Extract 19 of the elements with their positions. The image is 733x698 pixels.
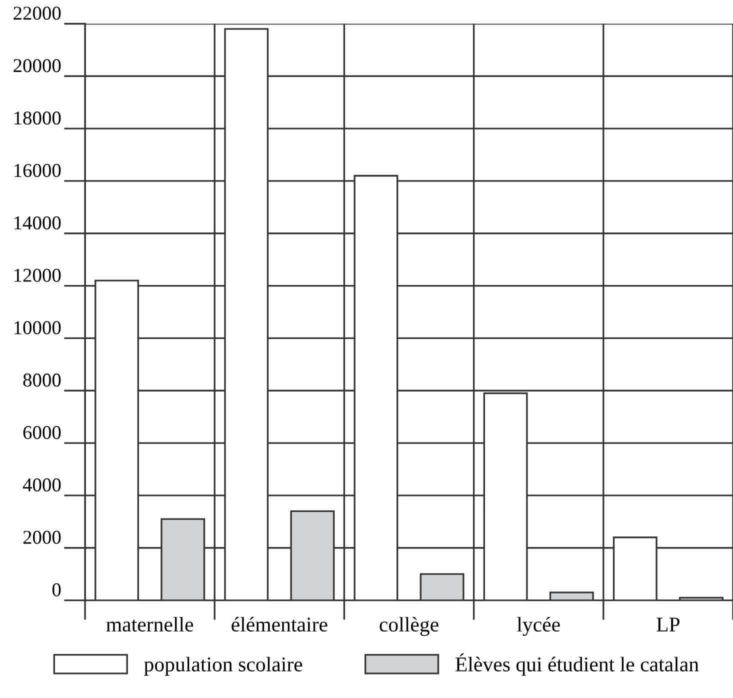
y-tick-label: 18000 bbox=[14, 111, 61, 125]
y-tick-label: 20000 bbox=[14, 59, 61, 72]
legend-label: Élèves qui étudient le catalan bbox=[456, 653, 699, 676]
y-tick-label: 12000 bbox=[14, 268, 61, 282]
x-tick-label: LP bbox=[656, 618, 680, 632]
y-tick-label: 6000 bbox=[23, 426, 61, 440]
x-tick-label: maternelle bbox=[106, 616, 194, 632]
y-tick-label: 10000 bbox=[14, 321, 61, 334]
x-tick-label: lycée bbox=[517, 616, 560, 636]
y-tick-label: 14000 bbox=[14, 216, 61, 230]
y-tick-label: 22000 bbox=[14, 6, 61, 20]
legend-label: population scolaire bbox=[144, 656, 302, 676]
x-tick-label: élémentaire bbox=[232, 616, 328, 632]
y-tick-label: 0 bbox=[52, 583, 61, 596]
y-tick-label: 4000 bbox=[22, 478, 61, 492]
x-tick-label: collège bbox=[380, 616, 438, 636]
y-tick-label: 2000 bbox=[23, 530, 61, 544]
y-tick-label: 8000 bbox=[23, 374, 61, 387]
y-tick-label: 16000 bbox=[14, 164, 61, 178]
